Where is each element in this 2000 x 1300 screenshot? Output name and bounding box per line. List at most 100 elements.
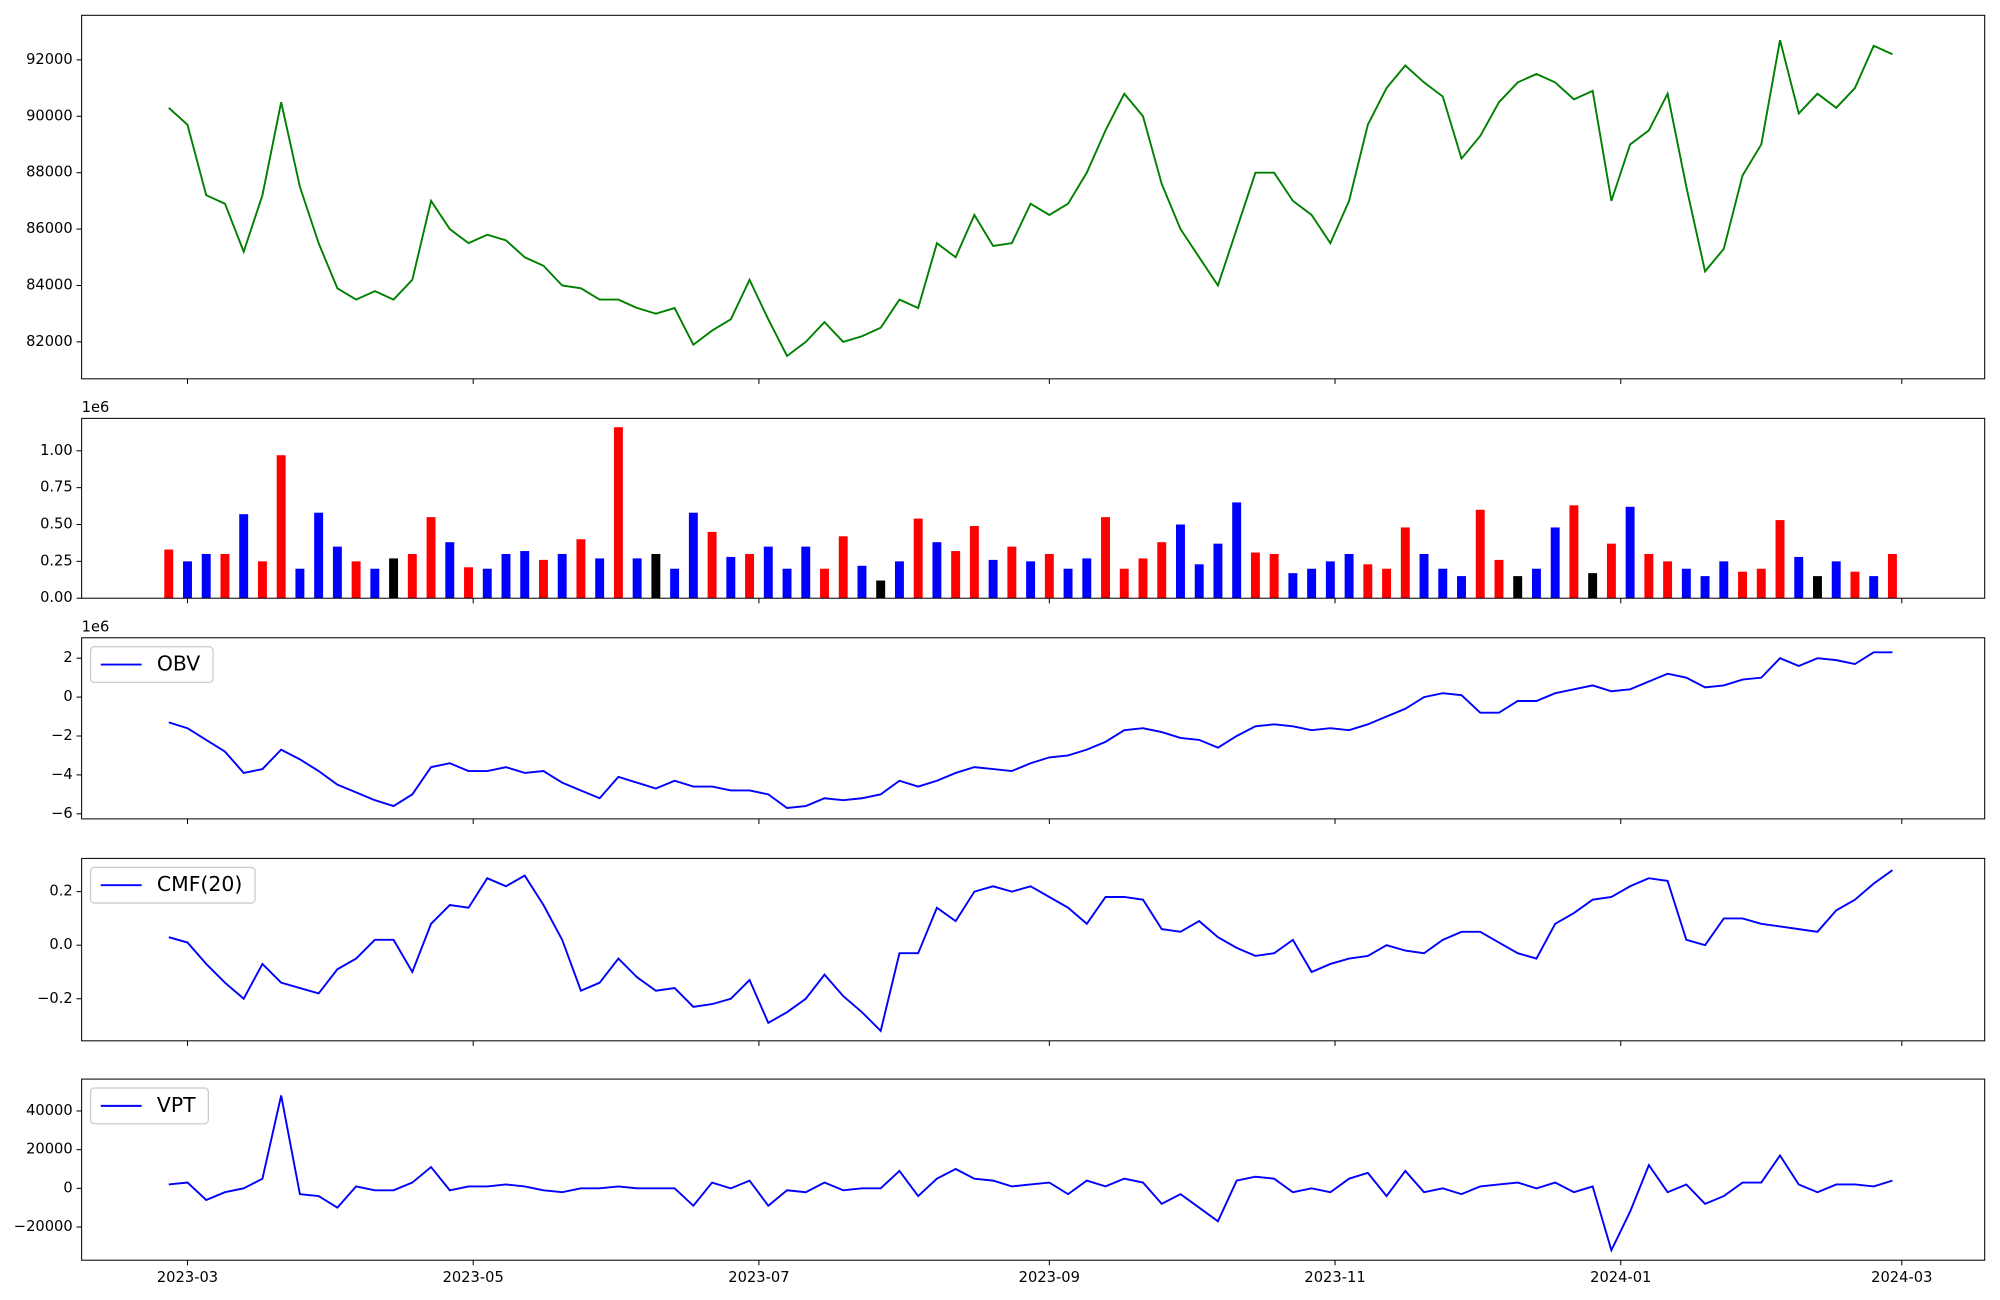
line (168, 651, 1893, 809)
y-tick-label: 86000 (26, 220, 73, 237)
bar (951, 551, 961, 599)
bar (239, 514, 249, 599)
bar (1438, 568, 1448, 599)
bar (688, 512, 698, 599)
bar (351, 561, 361, 599)
bar (576, 539, 586, 599)
bar (201, 553, 211, 599)
x-tick-label: 2023-05 (443, 1269, 504, 1286)
bar (426, 517, 436, 599)
legend-box (89, 646, 214, 684)
bar (1400, 527, 1410, 599)
y-tick-label: −4 (51, 766, 73, 783)
bar (1213, 543, 1223, 599)
bar (1288, 573, 1298, 599)
bar (220, 553, 230, 599)
legend-box (89, 1087, 209, 1125)
bar (820, 568, 829, 599)
bar (632, 558, 642, 599)
bar (1681, 568, 1691, 599)
bar (1550, 527, 1560, 599)
bar (651, 553, 661, 599)
x-tick-label: 2023-09 (1019, 1269, 1080, 1286)
bar (482, 568, 492, 599)
bar (1700, 576, 1710, 599)
bar (370, 568, 380, 599)
bar (557, 553, 567, 599)
bar (1194, 564, 1204, 599)
y-tick-label: 92000 (26, 51, 73, 68)
bar (707, 531, 717, 599)
bar (838, 536, 848, 599)
bar (1119, 568, 1129, 599)
legend-label: CMF(20) (157, 872, 242, 896)
bar (389, 558, 399, 599)
y-tick-label: 82000 (26, 333, 73, 350)
bar (1831, 561, 1841, 599)
line (168, 869, 1893, 1033)
bar (1738, 571, 1748, 599)
x-tick-label: 2023-03 (157, 1269, 218, 1286)
bar (1756, 568, 1766, 599)
bar (913, 518, 923, 599)
bar (314, 512, 324, 599)
bar (1082, 558, 1092, 599)
bar (1063, 568, 1073, 599)
bar (1269, 553, 1279, 599)
bar (1176, 524, 1185, 599)
y-tick-label: 20000 (26, 1141, 73, 1158)
plot-frame (81, 14, 1986, 380)
y-tick-label: 88000 (26, 164, 73, 181)
bar (1250, 552, 1260, 599)
x-tick-label: 2023-11 (1304, 1269, 1365, 1286)
plot-frame (81, 1078, 1986, 1261)
bar (1307, 568, 1317, 599)
bar (1007, 546, 1017, 599)
bar (1887, 553, 1897, 599)
bar (445, 542, 455, 599)
bar (1138, 558, 1148, 599)
y-tick-label: −2 (51, 727, 73, 744)
bar (1325, 561, 1335, 599)
bar (1606, 543, 1616, 599)
y-tick-label: 1.00 (40, 442, 73, 459)
bar (1363, 564, 1373, 599)
bar (1775, 520, 1785, 599)
bar (894, 561, 904, 599)
bar (613, 427, 623, 599)
bar (857, 565, 867, 599)
plot-frame (81, 857, 1986, 1042)
bar (876, 580, 886, 599)
y-tick-label: 0.0 (49, 936, 72, 953)
bar (1044, 553, 1054, 599)
bar (257, 561, 267, 599)
bar (1513, 576, 1523, 599)
bar (969, 525, 979, 599)
y-tick-label: 0.75 (40, 479, 73, 496)
bar (1663, 561, 1673, 599)
bar (1026, 561, 1036, 599)
bar (1232, 502, 1242, 599)
bar (1644, 553, 1654, 599)
bar (745, 553, 755, 599)
bar (1419, 553, 1429, 599)
y-tick-label: 84000 (26, 276, 73, 293)
bar (1588, 573, 1598, 599)
bar (332, 546, 342, 599)
y-tick-label: −20000 (14, 1218, 73, 1235)
bar (520, 551, 530, 599)
legend-label: VPT (157, 1093, 196, 1117)
bar (1869, 576, 1879, 599)
bar (1531, 568, 1541, 599)
line (168, 1095, 1893, 1253)
y-tick-label: 0.00 (40, 589, 73, 606)
y-tick-label: 0.2 (49, 883, 72, 900)
bar (1457, 576, 1466, 599)
bar (763, 546, 773, 599)
y-tick-label: 90000 (26, 107, 73, 124)
bar (1344, 553, 1354, 599)
y-tick-label: 0 (63, 688, 72, 705)
bar (1382, 568, 1392, 599)
y-tick-label: −0.2 (37, 990, 73, 1007)
